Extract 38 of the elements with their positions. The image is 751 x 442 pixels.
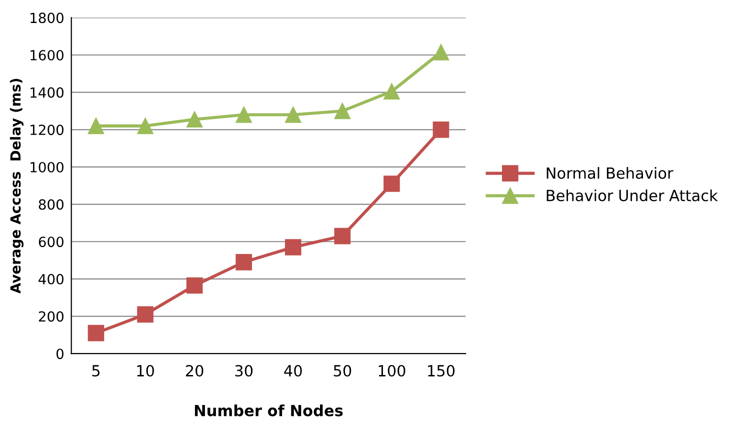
x-axis-title: Number of Nodes (194, 404, 343, 416)
y-tick-label: 400 (38, 274, 64, 284)
point (284, 106, 302, 123)
y-tick-label: 0 (56, 348, 64, 360)
y-tick-label: 1000 (30, 162, 64, 172)
y-tick-label: 1600 (30, 50, 64, 60)
point (432, 44, 450, 60)
point (384, 83, 400, 100)
point (432, 121, 450, 138)
x-tick-label: 150 (428, 364, 455, 377)
x-tick-label: 20 (186, 364, 204, 377)
legend-label: Behavior Under Attack (546, 189, 718, 202)
point (236, 106, 252, 123)
point (236, 254, 252, 270)
x-tick-label: 100 (378, 364, 406, 377)
point (334, 102, 351, 120)
x-tick-label: 10 (137, 364, 154, 377)
point (137, 306, 154, 323)
y-tick-label: 1400 (30, 87, 64, 98)
y-tick-label: 1800 (30, 12, 64, 24)
y-axis-title: Average Access Delay (ms) (10, 78, 24, 294)
x-tick-label: 50 (334, 364, 352, 377)
point (186, 277, 203, 294)
y-tick-label: 600 (38, 236, 64, 248)
point (384, 176, 400, 192)
y-tick-label: 1200 (30, 124, 64, 136)
x-tick-label: 30 (235, 364, 253, 377)
x-tick-label: 5 (92, 365, 100, 377)
y-tick-label: 800 (38, 199, 64, 210)
x-tick-label: 40 (284, 364, 302, 377)
y-tick-label: 200 (38, 311, 64, 322)
point (88, 324, 104, 342)
point (186, 111, 203, 128)
point (88, 118, 104, 134)
legend-label: Normal Behavior (546, 167, 674, 179)
point (334, 228, 351, 244)
point (137, 118, 154, 134)
point (284, 239, 302, 256)
